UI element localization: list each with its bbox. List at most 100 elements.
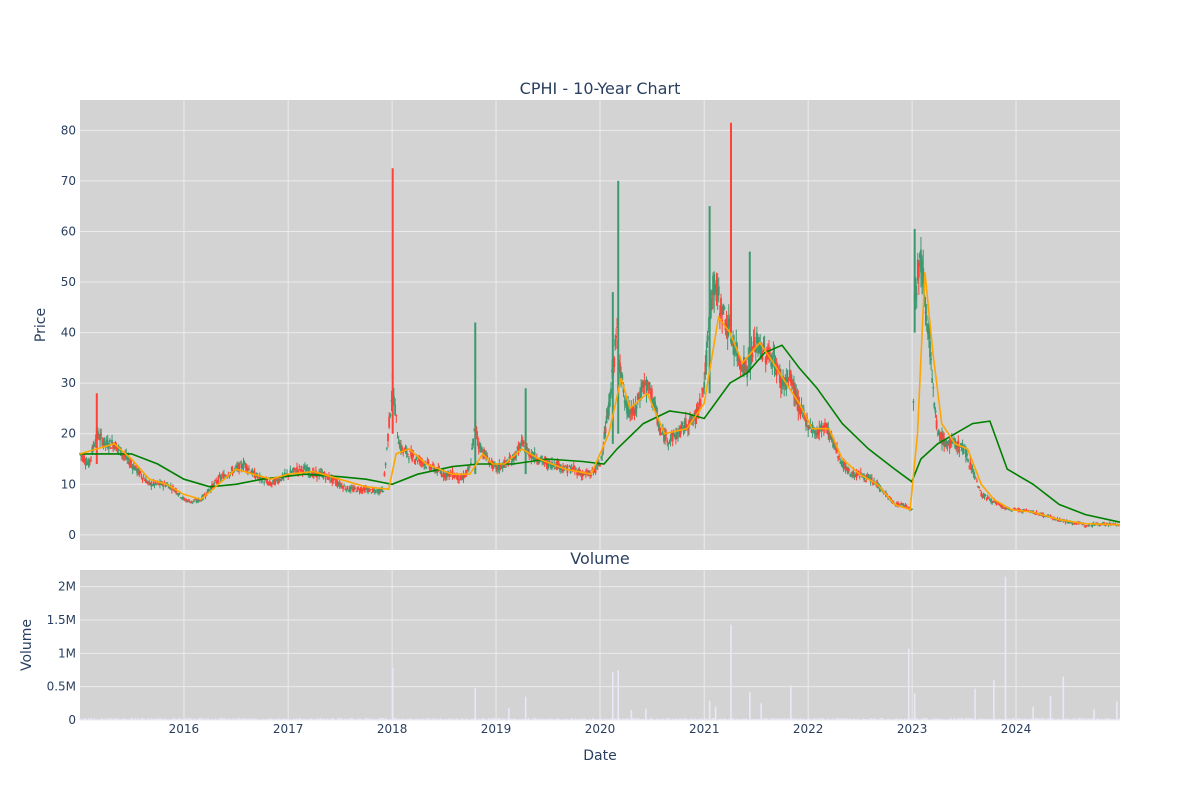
volume-bar: [1004, 576, 1007, 720]
volume-bar: [910, 719, 913, 720]
price-candle-body: [365, 487, 367, 490]
price-candle-body: [119, 447, 122, 456]
volume-bar: [942, 718, 944, 720]
volume-bar: [1041, 718, 1044, 720]
volume-bar: [132, 717, 134, 720]
volume-bar: [97, 719, 100, 720]
volume-bar: [982, 718, 984, 720]
price-candle-body: [331, 476, 334, 483]
volume-bar: [117, 717, 120, 720]
price-candle-body: [635, 405, 638, 409]
price-candle-body: [980, 492, 983, 497]
volume-bar: [828, 719, 830, 720]
volume-bar: [267, 718, 269, 720]
price-candle-body: [816, 433, 818, 435]
volume-bar: [542, 718, 544, 720]
volume-bar: [367, 718, 369, 720]
price-candle-body: [313, 471, 316, 474]
volume-bar: [364, 718, 366, 720]
price-candle-body: [933, 403, 936, 408]
volume-bar: [547, 718, 550, 720]
volume-bar: [228, 718, 231, 720]
volume-bar: [772, 718, 775, 720]
price-candle-body: [688, 420, 690, 428]
volume-bar: [455, 718, 457, 720]
price-candle-body: [501, 464, 504, 468]
volume-bar: [970, 718, 972, 720]
price-candle-body: [820, 422, 823, 431]
volume-bar: [396, 719, 399, 720]
price-candle-body: [736, 353, 739, 362]
volume-bar: [891, 719, 893, 720]
volume-bar: [236, 719, 238, 720]
price-candle-body: [339, 484, 342, 486]
price-candle-body: [104, 442, 107, 445]
chart-title: CPHI - 10-Year Chart: [520, 79, 681, 98]
volume-bar: [516, 719, 518, 720]
price-candle-body: [858, 476, 861, 478]
x-tick-label: 2017: [273, 722, 304, 736]
volume-bar: [200, 718, 202, 720]
volume-bar: [990, 719, 992, 720]
volume-bar: [433, 718, 436, 720]
price-candle-body: [466, 468, 469, 470]
price-candle-body: [214, 480, 217, 481]
price-candle-body: [478, 442, 481, 449]
price-candle-body: [350, 487, 353, 489]
volume-bar: [456, 718, 458, 720]
price-candle-body: [587, 474, 589, 476]
price-candle-body: [765, 349, 768, 361]
volume-bar: [107, 718, 110, 720]
volume-bar: [909, 718, 911, 720]
volume-bar: [134, 717, 137, 720]
volume-bar: [722, 718, 725, 720]
price-tick-label: 70: [61, 174, 76, 188]
price-candle-body: [848, 468, 850, 471]
price-candle-body: [116, 447, 119, 449]
volume-bar: [218, 718, 221, 720]
price-candle-body: [1002, 506, 1004, 508]
price-candle-body: [590, 474, 593, 477]
price-candle-body: [495, 465, 497, 469]
volume-bar: [553, 719, 555, 720]
price-candle-body: [463, 476, 466, 478]
price-candle-body: [210, 487, 212, 491]
volume-bar: [159, 718, 161, 720]
volume-bar: [808, 718, 810, 720]
price-candle-body: [175, 490, 178, 493]
volume-bar: [431, 719, 433, 720]
price-candle-body: [755, 332, 758, 344]
volume-bar: [549, 718, 551, 720]
price-candle-body: [898, 504, 900, 506]
volume-bar: [177, 718, 179, 720]
price-candle-body: [241, 467, 244, 469]
price-candle-body: [464, 472, 467, 474]
price-candle-body: [837, 455, 839, 459]
price-candle-body: [277, 481, 280, 483]
volume-bar: [896, 718, 898, 720]
volume-bar: [594, 719, 597, 720]
price-candle-body: [497, 465, 500, 469]
price-candle-body: [938, 435, 941, 442]
volume-bar: [992, 718, 994, 720]
volume-bar: [969, 718, 971, 720]
price-candle-body: [521, 440, 524, 442]
price-candle-body: [336, 481, 339, 486]
volume-bar: [804, 718, 806, 720]
volume-bar: [779, 718, 782, 720]
price-candle-body: [911, 508, 914, 510]
price-candle-body: [669, 438, 672, 440]
volume-bar: [656, 718, 658, 720]
price-candle-body: [550, 464, 552, 469]
volume-bar: [483, 718, 485, 720]
volume-bar: [174, 718, 176, 720]
volume-bar: [748, 692, 751, 720]
volume-bar: [1046, 718, 1048, 720]
price-candle-body: [127, 455, 130, 460]
volume-bar: [537, 718, 540, 720]
price-candle-body: [867, 477, 870, 479]
price-candle-body: [280, 477, 283, 481]
price-candle-body: [239, 462, 242, 464]
volume-bar: [687, 719, 689, 720]
volume-bar: [402, 718, 404, 720]
